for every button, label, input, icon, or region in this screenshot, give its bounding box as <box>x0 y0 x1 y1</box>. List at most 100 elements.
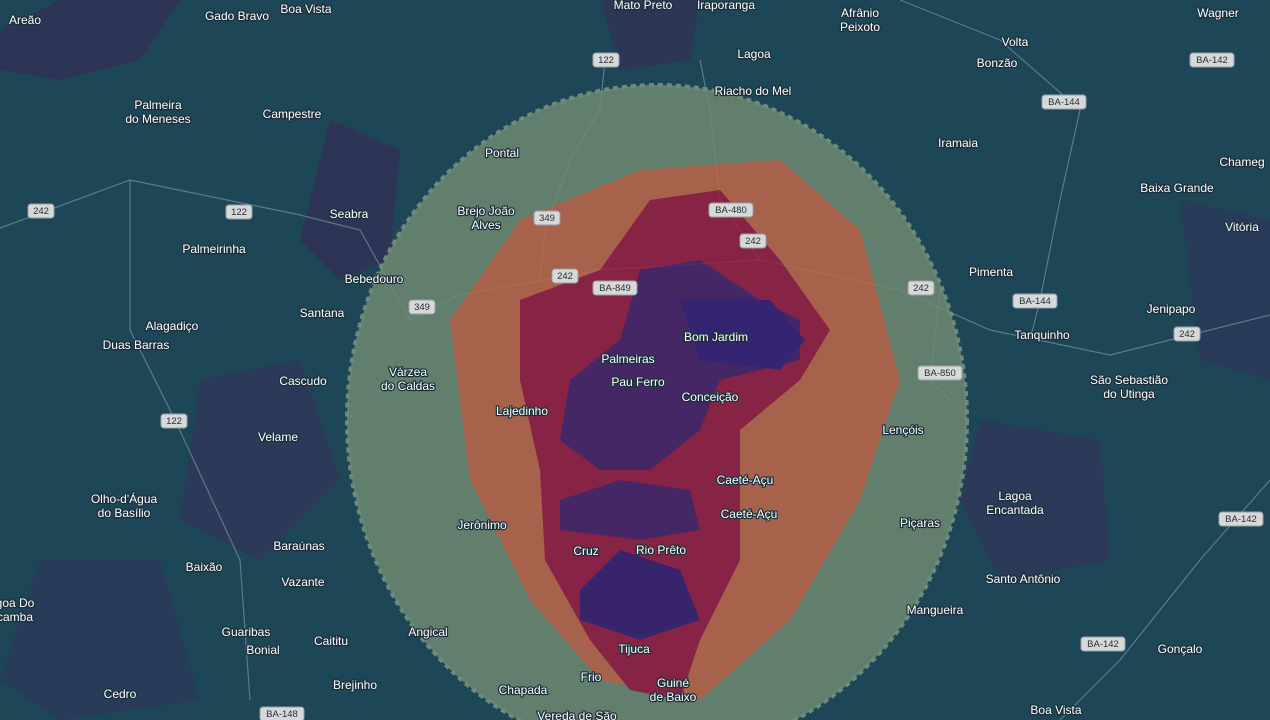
place-label: Guiné de Baixo <box>650 676 697 704</box>
shield-box <box>907 280 935 296</box>
place-label: Iraporanga <box>697 0 755 12</box>
place-label-line: do Caldas <box>381 379 435 393</box>
place-label-line: Gado Bravo <box>205 9 269 23</box>
shield-label: BA-142 <box>1087 639 1119 650</box>
place-label-line: Volta <box>1002 35 1029 49</box>
place-label-line: Rio Prêto <box>636 543 686 557</box>
place-label: Olho-d'Água do Basílio <box>91 491 158 520</box>
place-label-line: Guaribas <box>222 625 271 639</box>
place-label: Bonzão <box>977 56 1018 70</box>
place-label: Volta <box>1002 35 1029 49</box>
shield-box <box>225 204 253 220</box>
place-label-line: camba <box>0 610 33 624</box>
shield-box <box>592 280 638 296</box>
place-label: Gonçalo <box>1158 642 1203 656</box>
place-label: Alagadiço <box>146 319 199 333</box>
place-label: Vitória <box>1225 220 1259 234</box>
place-label: Rio Prêto <box>636 543 686 557</box>
shield-box <box>739 233 767 249</box>
place-label: Pau Ferro <box>611 375 665 389</box>
place-label-line: Alves <box>471 218 500 232</box>
place-label-line: Boa Vista <box>280 2 331 16</box>
place-label: Lagoa Encantada <box>986 489 1044 517</box>
place-label-line: Riacho do Mel <box>715 84 792 98</box>
road-shield: BA-142 <box>1080 636 1126 652</box>
road-shield: BA-142 <box>1189 52 1235 68</box>
road-shield: 122 <box>225 204 253 220</box>
place-label-line: Alagadiço <box>146 319 199 333</box>
place-label: Conceição <box>682 390 739 404</box>
place-label-line: Chapada <box>499 683 548 697</box>
place-label: Jenipapo <box>1147 302 1196 316</box>
place-label: Afrânio Peixoto <box>840 6 880 34</box>
place-label: Velame <box>258 430 298 444</box>
place-label: Angical <box>408 625 447 639</box>
place-label: Baraúnas <box>273 539 324 553</box>
place-label-line: Pimenta <box>969 265 1013 279</box>
place-label-line: Pontal <box>485 146 519 160</box>
place-label-line: Palmeirinha <box>182 242 246 256</box>
shield-label: BA-144 <box>1019 296 1051 307</box>
place-label-line: Areão <box>9 13 41 27</box>
shield-label: BA-850 <box>924 368 956 379</box>
shield-box <box>917 365 963 381</box>
shield-label: BA-142 <box>1196 55 1228 66</box>
road-shield: BA-850 <box>917 365 963 381</box>
road-shield: 349 <box>533 210 561 226</box>
place-label-line: Cascudo <box>279 374 327 388</box>
place-label: Boa Vista <box>280 2 331 16</box>
place-label-line: Tanquinho <box>1014 328 1070 342</box>
shield-label: BA-144 <box>1048 97 1080 108</box>
place-label: Caeté-Açu <box>721 507 778 521</box>
place-label-line: Conceição <box>682 390 739 404</box>
place-label-line: Palmeiras <box>601 352 654 366</box>
shield-label: 242 <box>913 283 929 294</box>
place-label-line: Jenipapo <box>1147 302 1196 316</box>
place-label: Piçaras <box>900 516 940 530</box>
place-label: Pontal <box>485 146 519 160</box>
place-label: Boa Vista <box>1030 703 1081 717</box>
shield-box <box>1080 636 1126 652</box>
road-shields: 122 BA-142 BA-144 242 122 349 BA-480 242 242 BA-8… <box>27 52 1264 720</box>
place-label: Lagoa <box>737 47 771 61</box>
road-shield: 122 <box>592 52 620 68</box>
place-label: Caeté-Açu <box>717 473 774 487</box>
place-label: Chameg <box>1219 155 1264 169</box>
road-shield: 242 <box>27 203 55 219</box>
shield-label: BA-148 <box>266 709 298 720</box>
place-label-line: Santo Antônio <box>986 572 1061 586</box>
road-shield: 242 <box>1173 326 1201 342</box>
shield-label: 349 <box>414 302 430 313</box>
road-shield: BA-142 <box>1218 511 1264 527</box>
shield-box <box>1041 94 1087 110</box>
place-label-line: do Meneses <box>125 112 190 126</box>
place-label-line: Olho-d'Água <box>91 491 158 506</box>
place-label-line: Guiné <box>657 676 689 690</box>
place-label: Cruz <box>573 544 598 558</box>
place-label-line: Encantada <box>986 503 1044 517</box>
shield-label: 122 <box>598 55 614 66</box>
place-label-line: Palmeira <box>134 98 182 112</box>
place-label: Vazante <box>281 575 324 589</box>
place-label: Mangueira <box>907 603 964 617</box>
place-label: Gado Bravo <box>205 9 269 23</box>
place-label-line: Vitória <box>1225 220 1259 234</box>
place-label: Palmeira do Meneses <box>125 98 190 126</box>
place-label: Caititu <box>314 634 348 648</box>
place-label: Brejinho <box>333 678 377 692</box>
place-label-line: Baraúnas <box>273 539 324 553</box>
place-label-line: Baixão <box>186 560 223 574</box>
place-label: Duas Barras <box>103 338 170 352</box>
place-label: Santana <box>300 306 345 320</box>
place-label-line: Lençóis <box>882 423 923 437</box>
place-label-line: Várzea <box>389 365 427 379</box>
place-label: Campestre <box>263 107 322 121</box>
place-label-line: Afrânio <box>841 6 879 20</box>
place-label: Santo Antônio <box>986 572 1061 586</box>
shield-box <box>533 210 561 226</box>
place-label: Vereda de São <box>537 709 617 720</box>
place-label: Bebedouro <box>345 272 404 286</box>
shield-label: 242 <box>745 236 761 247</box>
shield-box <box>1189 52 1235 68</box>
